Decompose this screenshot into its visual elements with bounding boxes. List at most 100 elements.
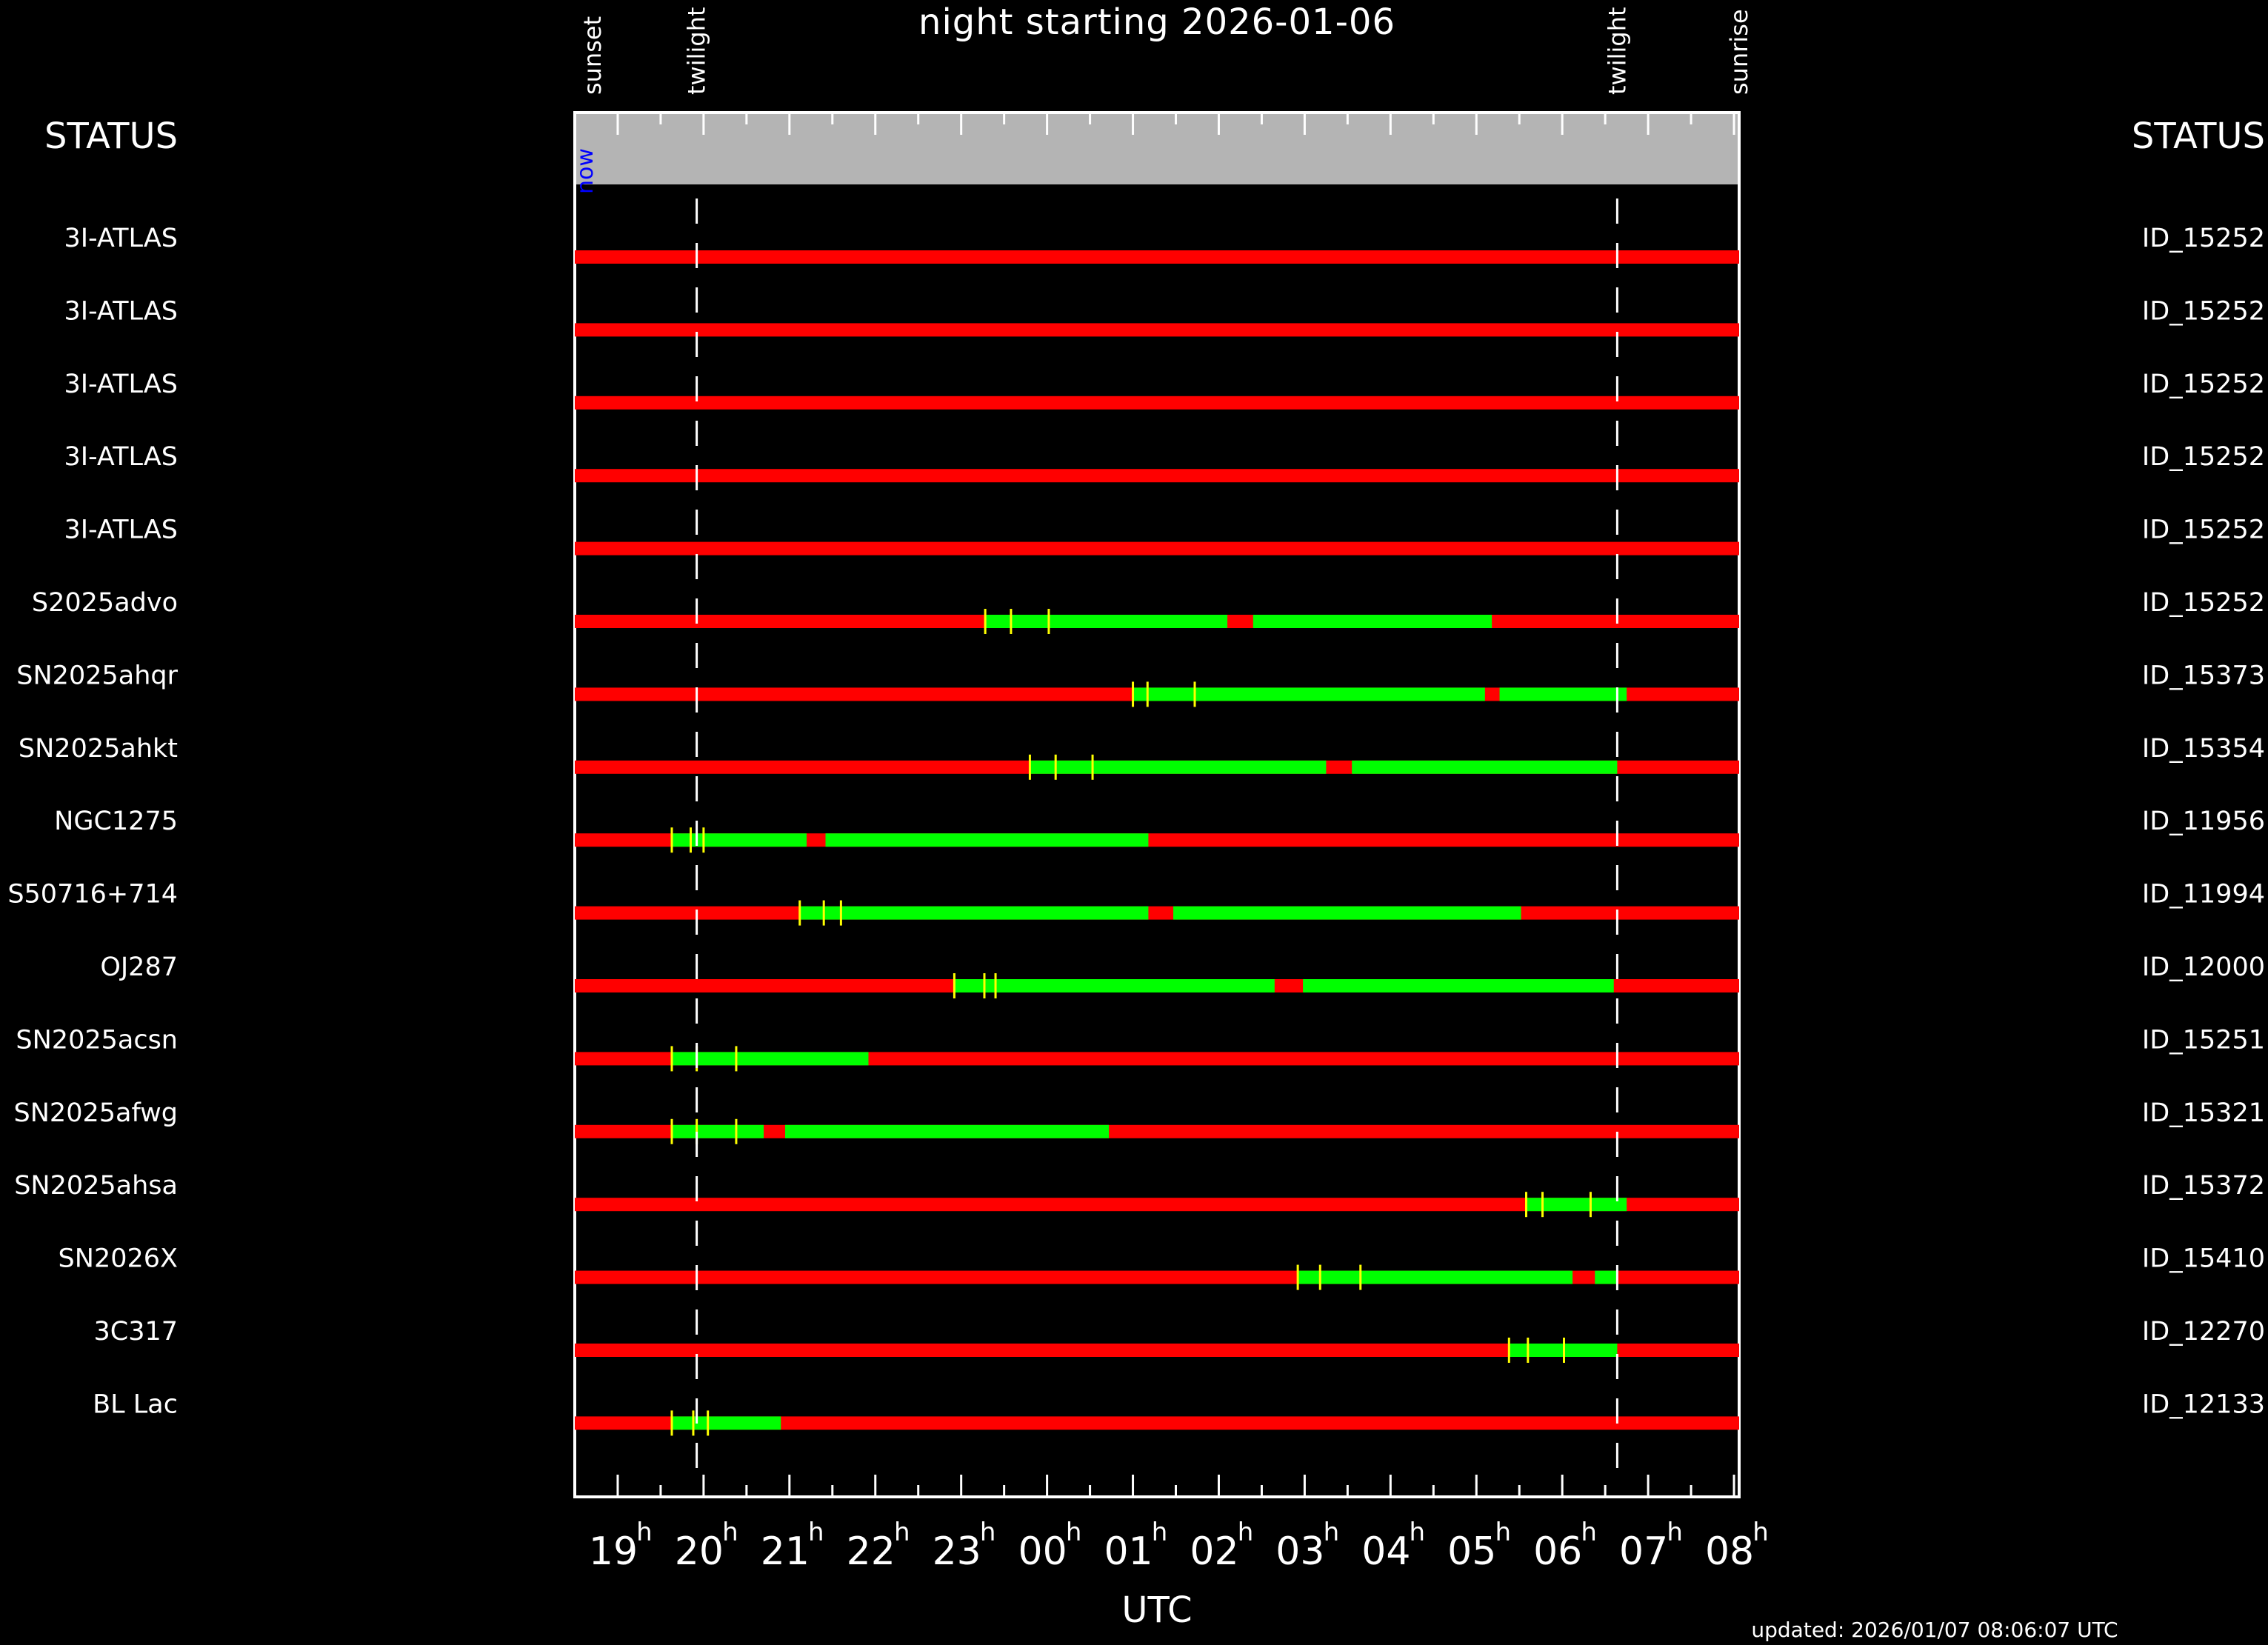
target-id: ID_12000	[2142, 952, 2265, 982]
target-name: S50716+714	[7, 880, 178, 910]
target-row: 3I-ATLAS ID_15252	[64, 515, 2265, 555]
observable-window	[825, 833, 1149, 847]
x-tick-unit: h	[1238, 1518, 1254, 1547]
x-tick-unit: h	[1667, 1518, 1683, 1547]
x-tick-unit: h	[1581, 1518, 1597, 1547]
observable-window	[954, 979, 1275, 992]
observable-window	[785, 1124, 1110, 1138]
x-axis-label: UTC	[1121, 1589, 1192, 1631]
observable-window	[1595, 1270, 1618, 1284]
x-tick-unit: h	[636, 1518, 653, 1547]
target-name: 3I-ATLAS	[64, 224, 178, 253]
target-id: ID_12270	[2142, 1317, 2265, 1347]
observable-window	[1253, 615, 1492, 628]
observable-window	[799, 906, 1149, 920]
target-name: SN2025ahsa	[14, 1171, 178, 1201]
target-row: 3I-ATLAS ID_15252	[64, 370, 2265, 410]
target-row: S50716+714 ID_11994	[7, 880, 2265, 926]
target-id: ID_15252	[2142, 224, 2265, 253]
target-row: 3I-ATLAS ID_15252	[64, 296, 2265, 337]
target-name: SN2025afwg	[14, 1098, 178, 1128]
unavailable-bar	[575, 323, 1739, 337]
observable-window	[672, 1416, 781, 1430]
observable-window	[672, 1052, 869, 1066]
target-name: S2025advo	[32, 588, 178, 618]
target-row: BL Lac ID_12133	[93, 1389, 2265, 1436]
target-id: ID_15373	[2142, 661, 2265, 690]
x-tick-label: 07	[1619, 1529, 1668, 1574]
status-header-band	[575, 113, 1739, 184]
observable-window	[1298, 1270, 1573, 1284]
x-tick-label: 19	[589, 1529, 638, 1574]
target-name: 3I-ATLAS	[64, 442, 178, 472]
target-id: ID_15410	[2142, 1244, 2265, 1274]
target-id: ID_11994	[2142, 880, 2265, 910]
observable-window	[1173, 906, 1521, 920]
x-tick-unit: h	[894, 1518, 910, 1547]
x-tick-unit: h	[1495, 1518, 1511, 1547]
target-row: SN2025ahkt ID_15354	[19, 734, 2265, 780]
x-tick-unit: h	[1324, 1518, 1340, 1547]
status-label-right: STATUS	[2132, 116, 2265, 157]
target-id: ID_11956	[2142, 807, 2265, 836]
chart-title: night starting 2026-01-06	[918, 1, 1395, 43]
target-row: SN2025ahsa ID_15372	[14, 1171, 2265, 1218]
x-tick-unit: h	[1752, 1518, 1769, 1547]
unavailable-bar	[575, 1344, 1739, 1357]
observable-window	[985, 615, 1228, 628]
x-tick-label: 02	[1190, 1529, 1238, 1574]
x-tick-label: 03	[1275, 1529, 1324, 1574]
event-label: sunrise	[1725, 9, 1753, 95]
status-label-left: STATUS	[44, 116, 178, 157]
target-row: NGC1275 ID_11956	[54, 807, 2265, 853]
event-label: twilight	[683, 7, 711, 95]
target-name: OJ287	[100, 952, 178, 982]
x-tick-label: 23	[933, 1529, 981, 1574]
observable-window	[672, 833, 807, 847]
target-id: ID_15251	[2142, 1025, 2265, 1055]
target-id: ID_15372	[2142, 1171, 2265, 1201]
observable-window	[1499, 687, 1627, 701]
x-tick-label: 06	[1533, 1529, 1582, 1574]
target-name: SN2025ahkt	[19, 734, 178, 764]
x-tick-label: 05	[1447, 1529, 1496, 1574]
unavailable-bar	[575, 1416, 1739, 1430]
target-name: SN2025ahqr	[16, 661, 178, 690]
target-row: SN2026X ID_15410	[59, 1244, 2265, 1290]
target-id: ID_15252	[2142, 515, 2265, 545]
x-tick-unit: h	[722, 1518, 738, 1547]
target-row: SN2025ahqr ID_15373	[16, 661, 2265, 707]
x-tick-unit: h	[808, 1518, 824, 1547]
updated-timestamp: updated: 2026/01/07 08:06:07 UTC	[1751, 1618, 2118, 1642]
target-id: ID_15252	[2142, 442, 2265, 472]
x-tick-label: 08	[1705, 1529, 1754, 1574]
target-name: 3I-ATLAS	[64, 370, 178, 399]
x-tick-unit: h	[980, 1518, 996, 1547]
observable-window	[1030, 760, 1327, 774]
now-indicator: now	[573, 148, 598, 194]
x-tick-label: 21	[761, 1529, 810, 1574]
target-id: ID_15354	[2142, 734, 2265, 764]
target-name: 3C317	[93, 1317, 178, 1347]
target-row: SN2025acsn ID_15251	[16, 1025, 2265, 1072]
unavailable-bar	[575, 1198, 1739, 1212]
target-row: 3I-ATLAS ID_15252	[64, 442, 2265, 483]
observable-window	[672, 1124, 764, 1138]
x-tick-label: 01	[1104, 1529, 1153, 1574]
x-tick-label: 20	[675, 1529, 724, 1574]
target-row: S2025advo ID_15252	[32, 588, 2265, 634]
target-id: ID_15252	[2142, 296, 2265, 326]
target-name: 3I-ATLAS	[64, 515, 178, 545]
observable-window	[1526, 1198, 1627, 1212]
target-name: BL Lac	[93, 1389, 178, 1419]
x-tick-label: 04	[1361, 1529, 1410, 1574]
x-tick-unit: h	[1066, 1518, 1082, 1547]
x-tick-unit: h	[1410, 1518, 1426, 1547]
observable-window	[1133, 687, 1485, 701]
target-id: ID_15321	[2142, 1098, 2265, 1128]
target-row: OJ287 ID_12000	[100, 952, 2265, 998]
event-label: twilight	[1603, 7, 1631, 95]
target-row: SN2025afwg ID_15321	[14, 1098, 2265, 1144]
event-label: sunset	[578, 16, 607, 95]
observable-window	[1303, 979, 1614, 992]
